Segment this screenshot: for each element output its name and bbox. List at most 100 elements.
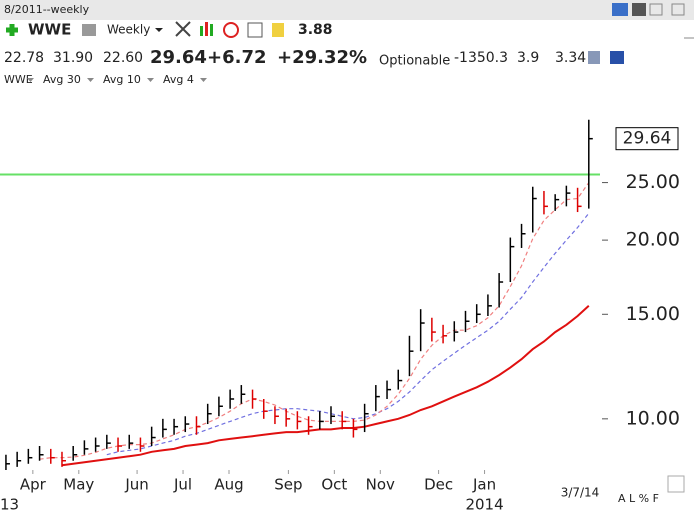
price-bar — [307, 416, 313, 435]
price-bar — [229, 389, 235, 409]
price-bar — [520, 223, 526, 248]
price-box-label: 29.64 — [623, 129, 672, 149]
price-bar — [565, 185, 571, 207]
price-bar — [296, 411, 302, 430]
price-bar — [352, 418, 358, 438]
y-tick-label: 10.00 — [626, 407, 680, 429]
quote-last: 29.64 — [150, 47, 207, 68]
price-bar — [262, 398, 268, 419]
price-bar — [173, 418, 179, 435]
print-icon[interactable] — [82, 24, 96, 36]
legend-dropdown — [87, 78, 94, 82]
legend-entry[interactable]: Avg 30 — [43, 73, 81, 86]
legend-entry[interactable]: WWE — [4, 73, 33, 86]
price-bar — [397, 369, 403, 390]
price-bar — [543, 190, 548, 215]
quote-low: 22.60 — [103, 50, 143, 66]
quote-change: +6.72 — [207, 47, 267, 68]
optionable: Optionable — [379, 54, 450, 69]
tools-icon[interactable] — [175, 21, 191, 37]
add-icon[interactable] — [6, 24, 18, 36]
stat: 3.88 — [298, 22, 333, 38]
price-bar — [162, 418, 167, 438]
moving-average — [106, 212, 590, 456]
save-icon[interactable] — [610, 51, 624, 64]
price-bar — [487, 294, 492, 317]
price-bar — [5, 454, 10, 470]
price-bar — [195, 416, 201, 435]
price-bar — [94, 437, 100, 452]
symbol[interactable]: WWE — [28, 21, 71, 39]
price-bar — [50, 448, 55, 464]
bars-icon[interactable] — [200, 22, 213, 36]
dropdown[interactable] — [155, 28, 163, 32]
close-button[interactable] — [671, 3, 685, 16]
legend-entry[interactable]: Avg 10 — [103, 73, 141, 86]
quote-high: 31.90 — [53, 50, 93, 66]
price-bar — [117, 437, 123, 452]
price-bar — [408, 335, 414, 377]
y-tick-label: 25.00 — [626, 171, 680, 193]
legend-dropdown — [147, 78, 154, 82]
moving-average — [61, 305, 590, 467]
price-box — [615, 127, 679, 151]
price-bar — [498, 273, 504, 308]
db-icon[interactable] — [588, 51, 600, 64]
price-bar — [38, 445, 44, 461]
legend-entry[interactable]: Avg 4 — [163, 73, 194, 86]
price-bar — [330, 406, 335, 425]
price-bar — [442, 324, 448, 344]
price-bar — [341, 411, 347, 430]
quote-open: 22.78 — [4, 50, 44, 66]
top-bar — [0, 0, 694, 20]
y-tick-label: 20.00 — [626, 229, 680, 251]
price-bar — [375, 385, 380, 412]
x-tick-label: Jul — [173, 476, 192, 494]
x-tick-label: Apr — [20, 476, 47, 494]
quote-eps: 3.34 — [555, 50, 586, 66]
price-bar — [285, 408, 291, 427]
last-date: 3/7/14 — [561, 486, 600, 500]
x-tick-label: May — [63, 476, 94, 494]
price-bar — [83, 440, 89, 455]
quote-ratio: 3.9 — [517, 50, 539, 66]
moving-average — [39, 182, 590, 460]
price-bar — [274, 406, 279, 425]
price-bar — [319, 411, 324, 430]
price-bar — [431, 317, 436, 342]
s-button[interactable] — [612, 3, 628, 16]
restore-button[interactable] — [649, 3, 663, 16]
grid-icon[interactable] — [247, 22, 263, 38]
price-bar — [184, 416, 190, 433]
price-bar — [128, 434, 134, 449]
alarm-icon[interactable] — [223, 22, 239, 38]
price-bar — [72, 445, 78, 461]
price-bar — [531, 186, 537, 233]
interval[interactable]: Weekly — [107, 23, 150, 37]
quote-change-pct: +29.32% — [277, 47, 367, 68]
price-bar — [251, 389, 257, 409]
note-icon[interactable] — [272, 23, 284, 37]
price-bar — [139, 437, 145, 452]
price-bar — [206, 403, 212, 425]
x-tick-label: Sep — [274, 476, 302, 494]
t-button[interactable] — [632, 3, 646, 16]
legend-dropdown — [27, 78, 34, 82]
price-bar — [27, 448, 33, 464]
price-bar — [588, 119, 593, 209]
price-bar — [464, 310, 470, 333]
legend-dropdown — [200, 78, 207, 82]
quote-flow: -1350.3 — [454, 50, 508, 66]
price-bar — [61, 451, 66, 467]
price-bar — [554, 194, 560, 211]
price-bar — [386, 380, 392, 399]
price-bar — [475, 304, 481, 324]
corner-tools[interactable]: A L % F — [618, 492, 659, 505]
x-tick-label: Dec — [424, 476, 453, 494]
legend: WWE Avg 30 Avg 10 Avg 4 — [4, 73, 207, 86]
edit-icon[interactable] — [667, 475, 685, 493]
price-bar — [419, 309, 425, 352]
y-tick-label: 15.00 — [626, 303, 680, 325]
x-tick-label: Nov — [366, 476, 395, 494]
